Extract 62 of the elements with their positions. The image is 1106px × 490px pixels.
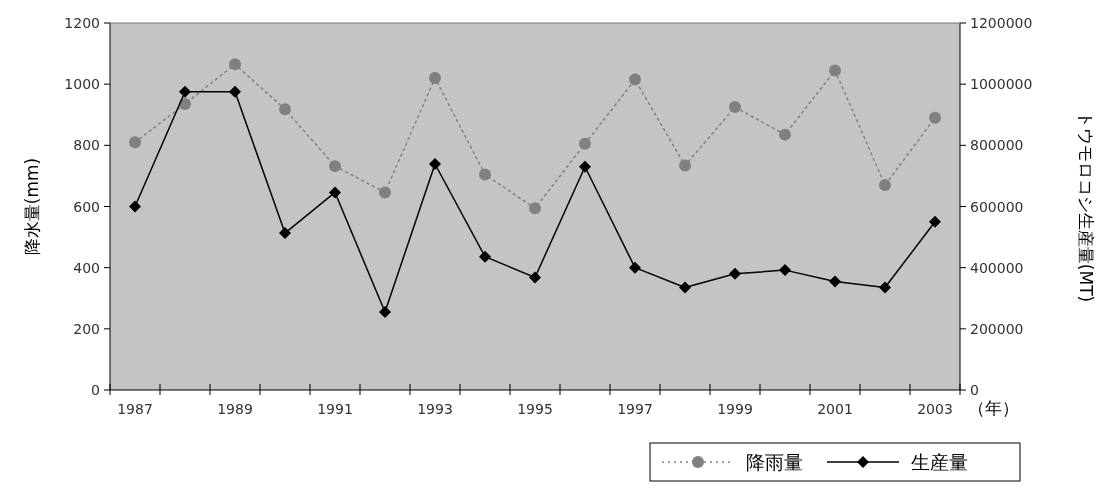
- point: [129, 200, 141, 213]
- y-tick-label: 0: [91, 382, 100, 398]
- point: [429, 72, 441, 85]
- x-tick-label: 1993: [417, 401, 453, 417]
- point: [579, 137, 591, 150]
- point: [529, 271, 541, 284]
- y2-axis-title: トウモロコシ生産量(MT): [1076, 110, 1096, 303]
- point: [329, 160, 341, 173]
- y2-tick-label: 1200000: [970, 15, 1033, 31]
- y2-tick-label: 200000: [970, 320, 1024, 337]
- point: [479, 250, 491, 263]
- legend-label: 生産量: [911, 451, 968, 473]
- point: [729, 267, 741, 280]
- text: （年）: [968, 398, 1019, 418]
- point: [229, 85, 241, 98]
- point: [929, 111, 941, 124]
- point: [829, 64, 841, 77]
- point: [879, 281, 891, 294]
- y2-tick-label: 600000: [970, 198, 1024, 215]
- x-tick-label: 1995: [517, 401, 553, 417]
- point: [379, 306, 391, 319]
- y-tick-label: 1200: [64, 15, 100, 31]
- point: [929, 215, 941, 228]
- point: [429, 157, 441, 170]
- x-tick-label: 2001: [817, 401, 853, 417]
- y-tick-label: 400: [73, 259, 100, 276]
- x-tick-label: 1997: [617, 401, 653, 417]
- x-tick-label: 1999: [717, 401, 753, 417]
- point: [729, 101, 741, 114]
- point: [229, 58, 241, 71]
- point: [679, 281, 691, 294]
- point: [329, 186, 341, 199]
- y-axis-title: 降水量(mm): [22, 157, 42, 256]
- point: [129, 136, 141, 149]
- y2-tick-label: 0: [970, 382, 979, 398]
- point: [479, 168, 491, 181]
- y2-tick-label: 400000: [970, 259, 1024, 276]
- point: [679, 159, 691, 172]
- point: [579, 160, 591, 173]
- x-tick-label: 1989: [217, 401, 253, 417]
- y-tick-label: 600: [73, 198, 100, 215]
- point: [879, 179, 891, 192]
- point: [279, 103, 291, 116]
- point: [529, 202, 541, 215]
- y2-tick-label: 1000000: [970, 76, 1033, 93]
- y-tick-label: 200: [73, 320, 100, 337]
- x-tick-label: 1991: [317, 401, 353, 417]
- point: [829, 275, 841, 288]
- point: [629, 261, 641, 274]
- y-tick-label: 1000: [64, 76, 100, 93]
- x-tick-label: 1987: [117, 401, 153, 417]
- point: [179, 98, 191, 111]
- y2-tick-label: 800000: [970, 137, 1024, 154]
- legend-label: 降雨量: [746, 451, 803, 473]
- y-tick-label: 800: [73, 137, 100, 154]
- point: [279, 227, 291, 240]
- point: [779, 128, 791, 141]
- point: [379, 186, 391, 199]
- x-tick-label: 2003: [917, 401, 953, 417]
- point: [179, 85, 191, 98]
- point: [629, 73, 641, 86]
- point: [779, 264, 791, 277]
